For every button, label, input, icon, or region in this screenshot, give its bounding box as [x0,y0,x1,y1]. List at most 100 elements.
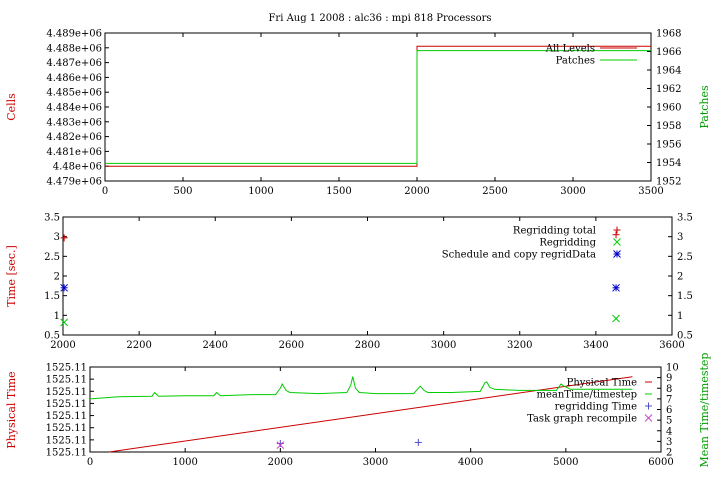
legend-marker-d2 [644,414,653,422]
x-tick-label: 2200 [126,340,151,351]
y2-tick-label: 1 [677,311,683,322]
legend-marker [644,414,653,422]
y-tick-label: 2 [54,272,60,283]
legend-label: Regridding total [513,226,596,237]
x-tick-label: 3500 [638,186,663,197]
y2-tick-label: 1966 [656,47,681,58]
y2-tick-label: 5 [666,416,672,427]
x-tick-label: 0 [87,457,93,468]
x-tick-label: 2600 [279,340,304,351]
y2-tick-label: 1960 [656,103,681,114]
y2-tick-label: 9 [666,373,672,384]
y2-tick-label: 2 [677,272,683,283]
legend-label: Task graph recompile [527,414,637,425]
axis-ticks-middle: 2000 2200 2400 2600 2800 3000 3200 3400 36000.51… [44,213,693,352]
y-tick-label: 4.488e+06 [46,43,102,54]
y-tick-label: 1525.11 [46,363,87,374]
y-axis-label-physical-time: Physical Time [5,371,18,448]
y2-tick-label: 1962 [656,84,681,95]
y-tick-label: 4.48e+06 [53,162,102,173]
panel-bottom: Physical Time Mean Time/timestep 0 1000 20… [5,353,711,468]
y2-tick-label: 7 [666,394,672,405]
x-tick-label: 1000 [172,457,197,468]
y2-axis-label-patches: Patches [698,85,711,129]
y-tick-label: 2.5 [44,252,60,263]
y2-tick-label: 2.5 [677,252,693,263]
legend-label: regridding Time [555,402,637,413]
y-tick-label: 4.486e+06 [46,73,102,84]
data-point-d2 [612,314,620,323]
legend-marker-d2 [613,238,621,246]
x-tick-label: 1000 [248,186,273,197]
legend-label: Regridding [539,238,596,249]
y-tick-label: 1525.11 [46,375,87,386]
x-tick-label: 6000 [648,457,673,468]
data-point [60,318,68,327]
data-point [276,441,285,449]
legend-label: Schedule and copy regridData [442,250,596,261]
y-axis-label-time: Time [sec.] [5,245,18,307]
y2-tick-label: 1952 [656,177,681,188]
y-tick-label: 4.487e+06 [46,58,102,69]
y2-tick-label: 6 [666,405,672,416]
data-point [276,440,284,447]
y-tick-label: 1525.11 [46,448,87,459]
y-tick-label: 3.5 [44,213,60,224]
y-tick-label: 1525.11 [46,387,87,398]
y2-tick-label: 3.5 [677,213,693,224]
legend-marker [613,226,621,234]
y-tick-label: 1525.11 [46,423,87,434]
legend-marker [613,250,621,258]
y2-axis-label-mean-time: Mean Time/timestep [698,353,711,468]
y2-tick-label: 2 [666,448,672,459]
y2-tick-label: 4 [666,426,672,437]
y2-tick-label: 8 [666,384,672,395]
series-line [108,376,633,453]
data-point [612,231,620,239]
y2-tick-label: 0.5 [677,331,693,342]
x-tick-label: 2000 [50,340,75,351]
data-point [612,283,620,292]
x-tick-label: 2800 [355,340,380,351]
x-tick-label: 0 [102,186,108,197]
data-point-d2 [612,283,620,292]
x-tick-label: 5000 [553,457,578,468]
x-tick-label: 2400 [203,340,228,351]
y-tick-label: 1.5 [44,291,60,302]
y2-tick-label: 1956 [656,140,681,151]
legend-label: Patches [556,56,595,67]
data-point [414,438,422,446]
y-tick-label: 4.481e+06 [46,147,102,158]
data-point-d2 [60,318,68,327]
series-group-middle [60,231,620,327]
legend-marker [613,238,621,246]
x-tick-label: 3600 [659,340,684,351]
series-line [105,50,651,164]
legend-marker-d2 [613,250,621,258]
y2-tick-label: 1.5 [677,291,693,302]
y-tick-label: 1 [54,311,60,322]
data-point [612,314,620,323]
y2-tick-label: 1964 [656,66,681,77]
y-axis-label-cells: Cells [5,93,18,121]
x-tick-label: 3000 [363,457,388,468]
chart-title: Fri Aug 1 2008 : alc36 : mpi 818 Process… [268,13,491,24]
y2-tick-label: 1958 [656,121,681,132]
x-tick-label: 3000 [431,340,456,351]
y-tick-label: 1525.11 [46,435,87,446]
x-tick-label: 3400 [583,340,608,351]
series-group-bottom [89,376,633,453]
y-tick-label: 4.489e+06 [46,29,102,40]
x-tick-label: 2000 [268,457,293,468]
data-point-d2 [276,441,285,449]
y-tick-label: 1525.11 [46,411,87,422]
y-tick-label: 4.482e+06 [46,132,102,143]
y2-tick-label: 1968 [656,29,681,40]
legend-label: Physical Time [567,378,637,389]
y-tick-label: 4.479e+06 [46,177,102,188]
x-tick-label: 1500 [326,186,351,197]
legend-marker [645,402,652,410]
